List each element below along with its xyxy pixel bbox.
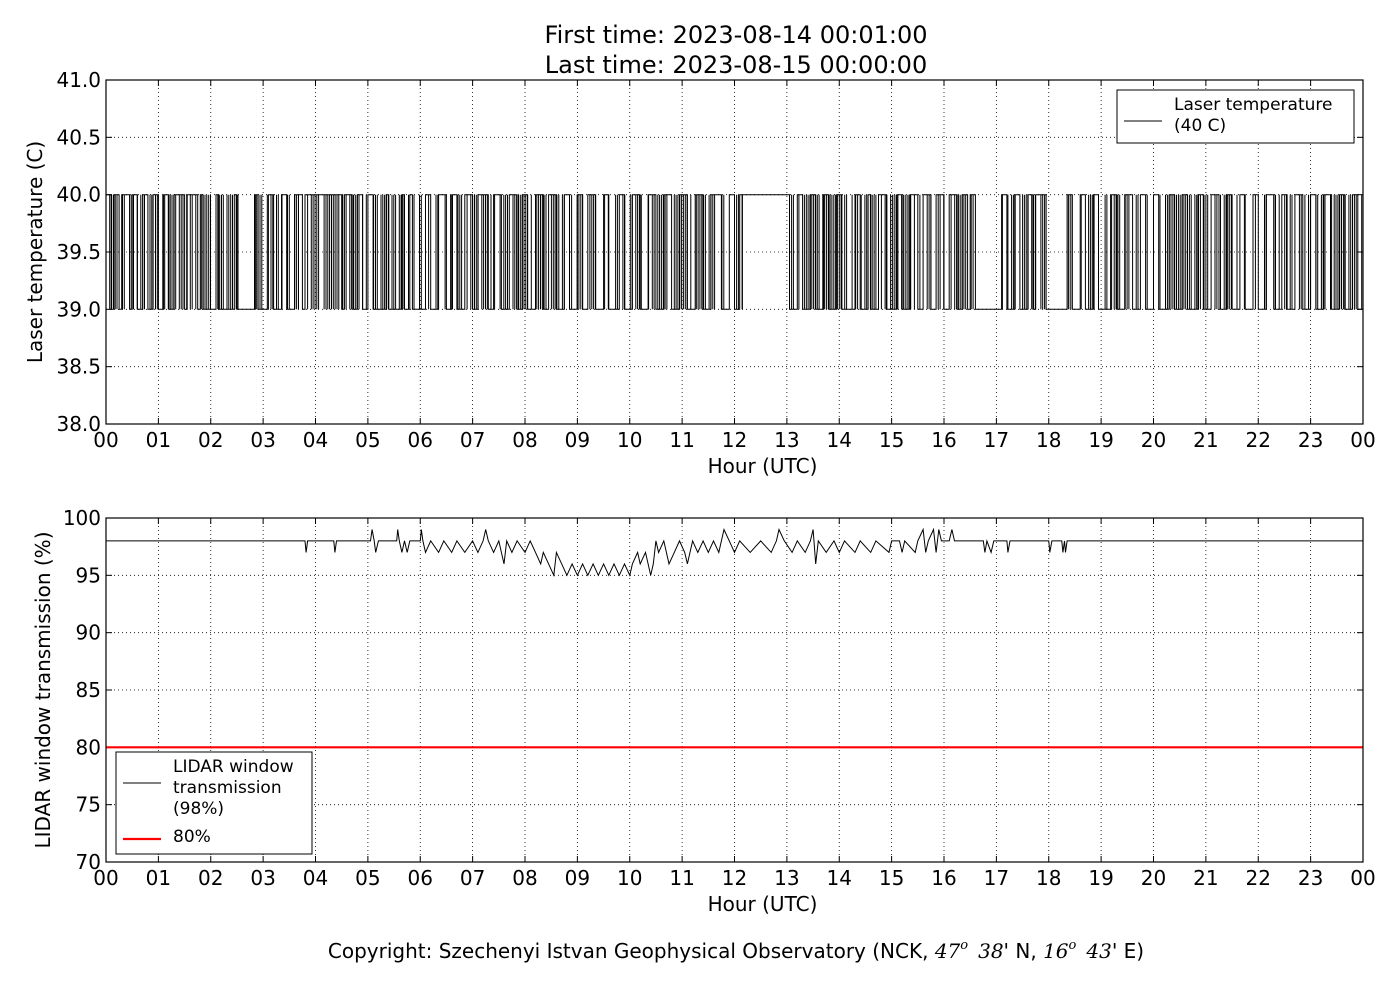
y-tick-label: 40.5	[56, 125, 101, 149]
x-tick-label: 07	[460, 428, 485, 452]
y-tick-label: 39.0	[56, 297, 101, 321]
x-tick-label: 10	[617, 428, 642, 452]
x-tick-label: 15	[879, 866, 904, 890]
x-tick-label: 18	[1036, 428, 1061, 452]
lat-degrees: 47	[934, 939, 961, 963]
chart-title-line2: Last time: 2023-08-15 00:00:00	[545, 51, 927, 79]
x-tick-label: 22	[1246, 866, 1271, 890]
axes-frame	[105, 79, 1364, 425]
x-tick-label: 19	[1088, 866, 1113, 890]
x-tick-label: 20	[1141, 428, 1166, 452]
x-tick-label: 17	[984, 428, 1009, 452]
x-tick-label: 23	[1298, 866, 1323, 890]
axes-frame	[105, 517, 1364, 863]
x-tick-label: 07	[460, 866, 485, 890]
lon-minutes: 43	[1085, 939, 1111, 963]
transmission-plot: 00 01 02 03 04 05 06 07 08 09 10 11 12 13 14 15 16 17 18 19…	[31, 506, 1376, 916]
x-tick-label: 14	[827, 428, 852, 452]
temperature-plot: 00 01 02 03 04 05 06 07 08 09 10 11 12 13 14 15 16 17 18 19…	[23, 68, 1376, 478]
series-line-1	[106, 527, 1363, 578]
x-tick-label: 04	[303, 866, 328, 890]
y-tick-label: 85	[76, 678, 101, 702]
y-tick-label: 41.0	[56, 68, 101, 92]
x-tick-label: 05	[355, 428, 380, 452]
x-tick-label: 23	[1298, 428, 1323, 452]
x-axis-label: Hour (UTC)	[708, 454, 818, 478]
legend-box	[115, 751, 313, 855]
x-tick-label: 01	[146, 428, 171, 452]
legend-label-1: (40 C)	[1174, 116, 1226, 136]
chart-title-line1: First time: 2023-08-14 00:01:00	[545, 21, 928, 49]
x-tick-label: 20	[1141, 866, 1166, 890]
y-tick-label: 38.0	[56, 412, 101, 436]
x-tick-label: 12	[722, 866, 747, 890]
lat-degree-symbol: o	[960, 938, 968, 953]
y-tick-label: 70	[76, 850, 101, 874]
x-tick-label: 02	[198, 428, 223, 452]
x-axis-label: Hour (UTC)	[708, 892, 818, 916]
x-tick-label: 05	[355, 866, 380, 890]
legend-label-2: 80%	[173, 827, 211, 847]
x-tick-label: 21	[1193, 428, 1218, 452]
lon-suffix: ' E)	[1112, 939, 1144, 963]
x-tick-label: 12	[722, 428, 747, 452]
x-tick-label: 09	[565, 428, 590, 452]
y-tick-label: 95	[76, 563, 101, 587]
legend-label-1: transmission	[173, 778, 282, 798]
x-tick-label: 06	[408, 866, 433, 890]
y-tick-label: 80	[76, 735, 101, 759]
lon-degrees: 16	[1043, 939, 1069, 963]
x-tick-label: 03	[250, 866, 275, 890]
x-tick-label: 11	[669, 428, 694, 452]
x-tick-label: 08	[512, 428, 537, 452]
x-tick-label: 15	[879, 428, 904, 452]
x-tick-label: 03	[250, 428, 275, 452]
x-tick-label: 19	[1088, 428, 1113, 452]
y-tick-label: 75	[76, 793, 101, 817]
x-tick-label: 00	[93, 428, 118, 452]
x-tick-label: 21	[1193, 866, 1218, 890]
y-axis-label: LIDAR window transmission (%)	[31, 532, 55, 849]
y-tick-label: 90	[76, 621, 101, 645]
x-tick-label: 10	[617, 866, 642, 890]
y-tick-label: 40.0	[56, 183, 101, 207]
x-tick-label: 22	[1246, 428, 1271, 452]
x-tick-label: 04	[303, 428, 328, 452]
x-tick-label: 13	[774, 866, 799, 890]
x-tick-label: 17	[984, 866, 1009, 890]
lat-minutes: 38	[978, 939, 1003, 963]
x-tick-label: 01	[146, 866, 171, 890]
series-line-dense-switching	[105, 194, 1363, 310]
x-tick-label: 09	[565, 866, 590, 890]
x-tick-label: 06	[408, 428, 433, 452]
x-tick-label: 00	[1350, 428, 1375, 452]
copyright-text: Copyright: Szechenyi Istvan Geophysical …	[328, 938, 1144, 963]
x-tick-label: 18	[1036, 866, 1061, 890]
x-tick-label: 13	[774, 428, 799, 452]
x-tick-label: 00	[93, 866, 118, 890]
copyright-prefix: Copyright: Szechenyi Istvan Geophysical …	[328, 939, 935, 963]
legend-label-1: LIDAR window	[173, 757, 294, 777]
x-tick-label: 00	[1350, 866, 1375, 890]
lat-suffix: ' N,	[1004, 939, 1044, 963]
x-tick-label: 14	[827, 866, 852, 890]
y-tick-label: 38.5	[56, 355, 101, 379]
x-tick-label: 16	[931, 428, 956, 452]
x-tick-label: 08	[512, 866, 537, 890]
x-tick-label: 02	[198, 866, 223, 890]
legend-box	[1116, 89, 1355, 144]
y-tick-label: 100	[63, 506, 101, 530]
x-tick-label: 11	[669, 866, 694, 890]
legend-label-1: Laser temperature	[1174, 95, 1332, 115]
legend-label-1: (98%)	[173, 799, 224, 819]
x-tick-label: 16	[931, 866, 956, 890]
y-tick-label: 39.5	[56, 240, 101, 264]
y-axis-label: Laser temperature (C)	[23, 141, 47, 363]
lon-degree-symbol: o	[1069, 938, 1077, 953]
